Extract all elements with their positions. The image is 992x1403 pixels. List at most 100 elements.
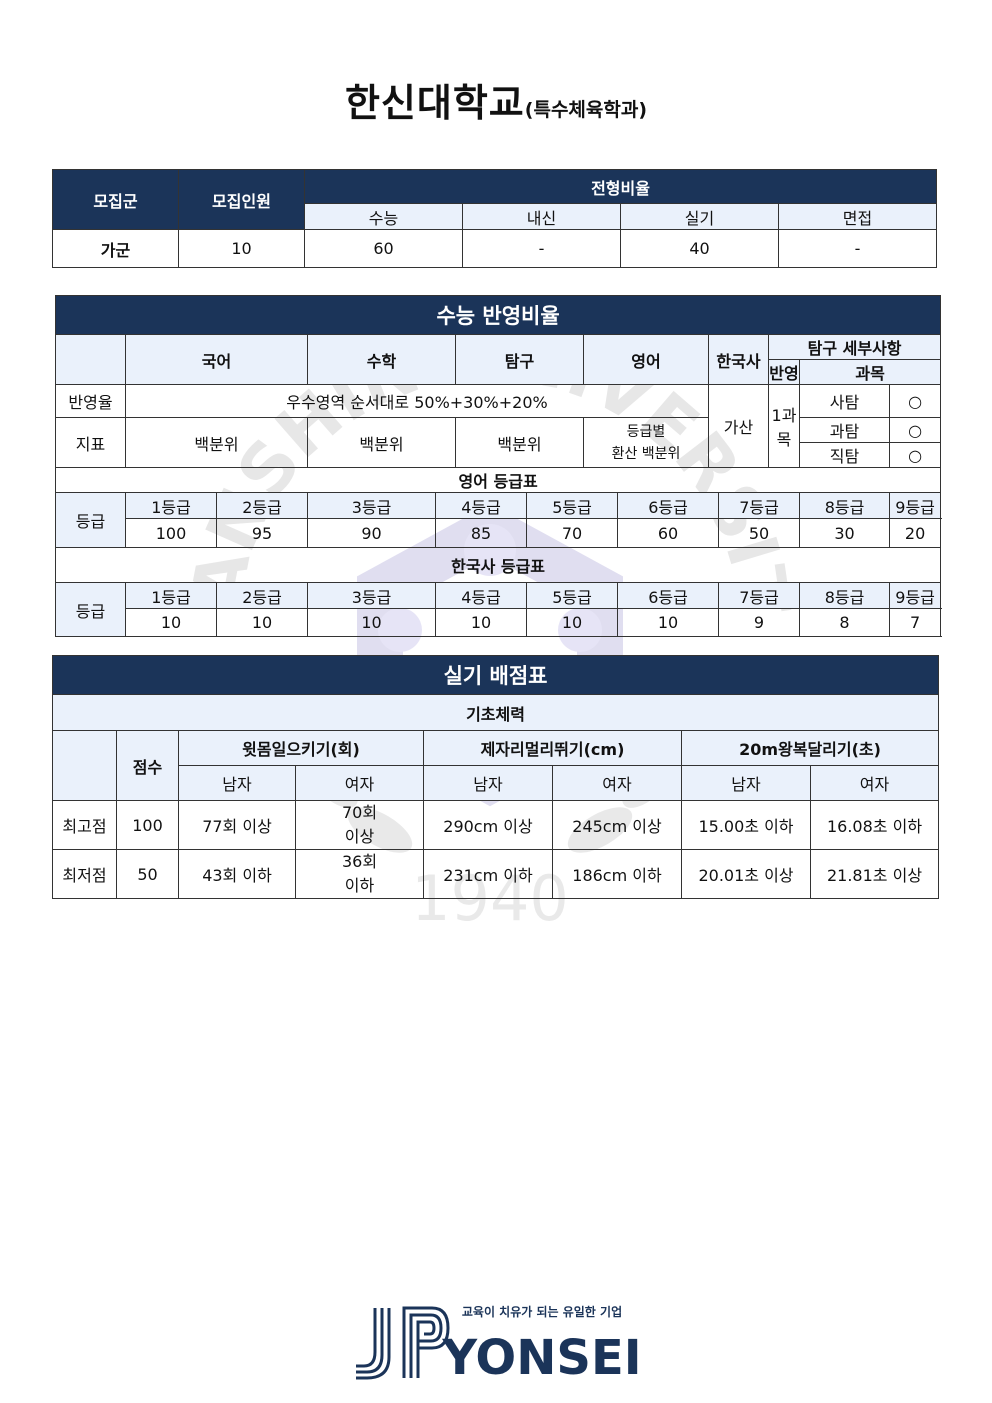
english-grade-7: 7등급 bbox=[718, 492, 800, 519]
row-school-record: - bbox=[462, 229, 621, 268]
row-min-situps-male: 43회 이하 bbox=[178, 849, 296, 899]
inquiry-item-social: 사탐 bbox=[799, 384, 890, 418]
english-grade-2: 2등급 bbox=[216, 492, 308, 519]
english-score-8: 30 bbox=[799, 518, 890, 548]
row-max-situps-female: 70회 이상 bbox=[295, 800, 424, 850]
history-grade-7: 7등급 bbox=[718, 582, 800, 609]
practical-table: 실기 배점표 기초체력 점수 윗몸일으키기(회) 제자리멀리뛰기(cm) 20m… bbox=[51, 655, 940, 899]
english-grade-3: 3등급 bbox=[307, 492, 436, 519]
inquiry-mark-science: ○ bbox=[888, 417, 942, 443]
run-male: 남자 bbox=[681, 765, 811, 801]
row-min-situps-female-line2: 이하 bbox=[344, 876, 375, 895]
svg-text:교육이 치유가 되는 유일한 기업: 교육이 치유가 되는 유일한 기업 bbox=[462, 1304, 622, 1319]
history-grade-9: 9등급 bbox=[888, 582, 942, 609]
row-min-jump-male: 231cm 이하 bbox=[423, 849, 553, 899]
svg-text:YONSEI: YONSEI bbox=[441, 1330, 641, 1380]
index-english-line2: 환산 백분위 bbox=[611, 445, 681, 462]
english-grade-1: 1등급 bbox=[125, 492, 217, 519]
run-female: 여자 bbox=[809, 765, 940, 801]
english-score-4: 85 bbox=[435, 518, 527, 548]
row-min-run-male: 20.01초 이상 bbox=[681, 849, 811, 899]
inquiry-item-vocational: 직탐 bbox=[799, 442, 890, 468]
row-max-jump-female: 245cm 이상 bbox=[552, 800, 682, 850]
subject-korean-history: 한국사 bbox=[708, 334, 769, 385]
english-grade-6: 6등급 bbox=[617, 492, 719, 519]
english-grade-label: 등급 bbox=[55, 492, 126, 548]
csat-title: 수능 반영비율 bbox=[54, 295, 942, 335]
event-shuttle-run: 20m왕복달리기(초) bbox=[680, 730, 940, 766]
english-score-7: 50 bbox=[718, 518, 800, 548]
history-score-3: 10 bbox=[307, 608, 436, 637]
inquiry-mark-social: ○ bbox=[888, 384, 942, 418]
index-label: 지표 bbox=[55, 417, 126, 468]
english-score-6: 60 bbox=[617, 518, 719, 548]
inquiry-detail-title: 탐구 세부사항 bbox=[767, 334, 942, 360]
index-korean: 백분위 bbox=[125, 417, 308, 468]
header-ratio: 전형비율 bbox=[303, 169, 938, 204]
history-score-7: 9 bbox=[718, 608, 800, 637]
inquiry-subject-header: 과목 bbox=[798, 359, 942, 385]
row-csat: 60 bbox=[304, 229, 463, 268]
event-situps: 윗몸일으키기(회) bbox=[178, 730, 424, 766]
page-title: 한신대학교(특수체육학과) bbox=[0, 72, 992, 127]
history-score-5: 10 bbox=[526, 608, 618, 637]
subject-korean: 국어 bbox=[125, 334, 308, 385]
csat-corner bbox=[55, 334, 126, 385]
english-grade-8: 8등급 bbox=[799, 492, 890, 519]
history-score-2: 10 bbox=[216, 608, 308, 637]
sub-header-school-record: 내신 bbox=[462, 203, 621, 230]
index-english-line1: 등급별 bbox=[626, 423, 666, 440]
history-score-9: 7 bbox=[888, 608, 942, 637]
index-math: 백분위 bbox=[307, 417, 456, 468]
history-grade-3: 3등급 bbox=[307, 582, 436, 609]
row-min-label: 최저점 bbox=[52, 849, 117, 899]
recruitment-table: 모집군 모집인원 전형비율 수능 내신 실기 면접 가군 10 60 - 40 … bbox=[52, 169, 938, 268]
row-max-jump-male: 290cm 이상 bbox=[423, 800, 553, 850]
jump-male: 남자 bbox=[423, 765, 553, 801]
subject-inquiry: 탐구 bbox=[455, 334, 584, 385]
row-min-situps-female-line1: 36회 bbox=[341, 852, 378, 871]
page-title-sub: (특수체육학과) bbox=[524, 99, 648, 121]
jp-yonsei-logo: 교육이 치유가 되는 유일한 기업 YONSEI bbox=[356, 1304, 642, 1380]
page-title-main: 한신대학교 bbox=[344, 81, 525, 125]
inquiry-mark-vocational: ○ bbox=[888, 442, 942, 468]
history-score-1: 10 bbox=[125, 608, 217, 637]
event-standing-long-jump: 제자리멀리뛰기(cm) bbox=[423, 730, 682, 766]
english-score-9: 20 bbox=[888, 518, 942, 548]
inquiry-item-science: 과탐 bbox=[799, 417, 890, 443]
row-min-run-female: 21.81초 이상 bbox=[809, 849, 940, 899]
practical-title: 실기 배점표 bbox=[51, 655, 940, 695]
history-grade-1: 1등급 bbox=[125, 582, 217, 609]
subject-math: 수학 bbox=[307, 334, 456, 385]
inquiry-count: 1과목 bbox=[768, 384, 800, 468]
english-score-5: 70 bbox=[526, 518, 618, 548]
history-grade-4: 4등급 bbox=[435, 582, 527, 609]
row-max-run-male: 15.00초 이하 bbox=[681, 800, 811, 850]
practical-corner bbox=[52, 730, 117, 801]
sub-header-csat: 수능 bbox=[304, 203, 463, 230]
inquiry-reflect-header: 반영 bbox=[768, 359, 800, 385]
header-count: 모집인원 bbox=[178, 169, 305, 230]
english-score-2: 95 bbox=[216, 518, 308, 548]
row-count: 10 bbox=[178, 229, 305, 268]
history-score-4: 10 bbox=[435, 608, 527, 637]
english-table-title: 영어 등급표 bbox=[54, 467, 942, 493]
english-score-3: 90 bbox=[307, 518, 436, 548]
row-max-situps-female-line1: 70회 bbox=[341, 803, 378, 822]
history-grade-label: 등급 bbox=[55, 582, 126, 637]
row-min-situps-female: 36회 이하 bbox=[295, 849, 424, 899]
sub-header-practical: 실기 bbox=[620, 203, 779, 230]
english-grade-4: 4등급 bbox=[435, 492, 527, 519]
row-interview: - bbox=[777, 229, 938, 268]
row-group: 가군 bbox=[52, 229, 179, 268]
row-min-jump-female: 186cm 이하 bbox=[552, 849, 682, 899]
history-grade-6: 6등급 bbox=[617, 582, 719, 609]
header-group: 모집군 bbox=[52, 169, 179, 230]
csat-table: 수능 반영비율 국어 수학 탐구 영어 한국사 탐구 세부사항 반영 과목 반영… bbox=[54, 295, 942, 637]
situps-male: 남자 bbox=[178, 765, 296, 801]
row-max-situps-female-line2: 이상 bbox=[344, 827, 375, 846]
history-grade-2: 2등급 bbox=[216, 582, 308, 609]
row-max-run-female: 16.08초 이하 bbox=[809, 800, 940, 850]
row-min-score: 50 bbox=[116, 849, 179, 899]
subject-english: 영어 bbox=[583, 334, 709, 385]
